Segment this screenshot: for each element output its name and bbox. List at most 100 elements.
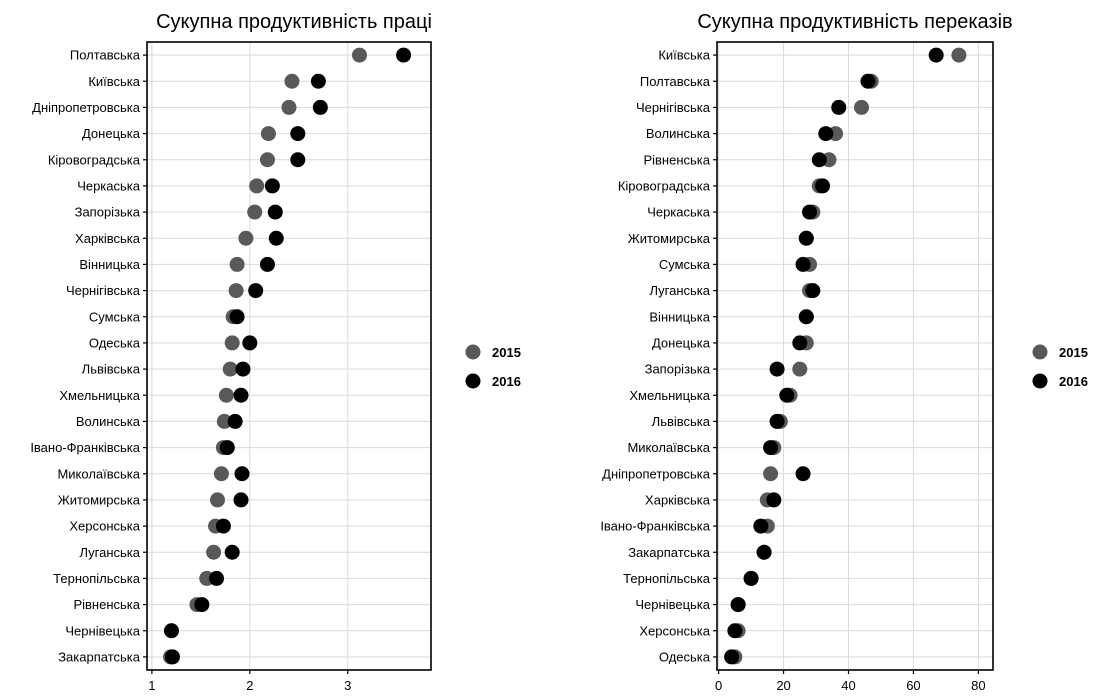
data-point-2015 — [222, 361, 238, 377]
data-point-2016 — [756, 544, 772, 560]
data-point-2015 — [281, 99, 297, 115]
y-tick-label: Хмельницька — [629, 388, 710, 403]
data-point-2015 — [213, 466, 229, 482]
y-tick-label: Луганська — [79, 545, 140, 560]
y-tick-label: Дніпропетровська — [32, 100, 141, 115]
data-point-2016 — [163, 623, 179, 639]
y-tick-label: Херсонська — [69, 519, 140, 534]
data-point-2016 — [805, 283, 821, 299]
data-point-2015 — [951, 47, 967, 63]
panel-border — [716, 41, 994, 671]
y-tick-label: Волинська — [76, 414, 141, 429]
y-tick-label: Вінницька — [79, 257, 140, 272]
legend-label: 2015 — [1059, 345, 1088, 360]
data-point-2015 — [247, 204, 263, 220]
labor-productivity-panel: Сукупна продуктивність праці Полтавська К… — [30, 11, 521, 693]
data-point-2015 — [229, 256, 245, 272]
y-tick-label: Хмельницька — [59, 388, 140, 403]
y-tick-label: Сумська — [659, 257, 711, 272]
y-tick-label: Кіровоградська — [48, 152, 141, 167]
data-point-2015 — [206, 544, 222, 560]
data-point-2016 — [268, 230, 284, 246]
y-tick-label: Сумська — [89, 309, 141, 324]
data-point-2015 — [228, 283, 244, 299]
y-tick-label: Івано-Франківська — [600, 519, 710, 534]
x-tick-label: 3 — [344, 678, 351, 693]
data-point-2015 — [216, 413, 232, 429]
data-point-2016 — [396, 47, 412, 63]
y-tick-label: Одеська — [89, 335, 141, 350]
y-tick-label: Харківська — [75, 231, 141, 246]
y-tick-label: Дніпропетровська — [602, 466, 711, 481]
y-tick-label: Харківська — [645, 492, 711, 507]
y-tick-label: Запорізька — [645, 362, 711, 377]
data-point-2016 — [727, 623, 743, 639]
data-point-2016 — [928, 47, 944, 63]
data-point-2016 — [763, 440, 779, 456]
data-point-2016 — [194, 597, 210, 613]
data-point-2016 — [769, 413, 785, 429]
x-tick-label: 60 — [906, 678, 920, 693]
data-point-2016 — [164, 649, 180, 665]
y-tick-label: Черкаська — [647, 205, 711, 220]
y-tick-label: Рівненська — [643, 152, 710, 167]
x-tick-label: 20 — [776, 678, 790, 693]
y-tick-label: Чернівецька — [65, 623, 140, 638]
data-point-2016 — [798, 230, 814, 246]
data-point-2016 — [215, 518, 231, 534]
data-point-2016 — [831, 99, 847, 115]
y-tick-label: Полтавська — [640, 74, 711, 89]
data-point-2015 — [352, 47, 368, 63]
data-point-2015 — [210, 492, 226, 508]
data-point-2016 — [769, 361, 785, 377]
data-point-2015 — [853, 99, 869, 115]
y-tick-label: Київська — [88, 74, 140, 89]
data-point-2016 — [743, 570, 759, 586]
data-point-2015 — [284, 73, 300, 89]
transfer-productivity-panel: Сукупна продуктивність переказів Київськ… — [600, 11, 1088, 693]
data-point-2016 — [753, 518, 769, 534]
data-point-2016 — [795, 256, 811, 272]
y-tick-label: Херсонська — [639, 623, 710, 638]
x-tick-label: 80 — [971, 678, 985, 693]
y-tick-label: Чернігівська — [66, 283, 141, 298]
data-point-2016 — [227, 413, 243, 429]
y-tick-label: Луганська — [649, 283, 710, 298]
chart-title: Сукупна продуктивність праці — [156, 11, 432, 33]
y-tick-label: Донецька — [652, 335, 711, 350]
y-tick-label: Київська — [658, 48, 710, 63]
y-tick-label: Тернопільська — [53, 571, 141, 586]
data-point-2016 — [264, 178, 280, 194]
y-tick-label: Черкаська — [77, 178, 141, 193]
data-point-2016 — [234, 466, 250, 482]
data-point-2015 — [763, 466, 779, 482]
y-tick-label: Вінницька — [649, 309, 710, 324]
data-point-2016 — [290, 152, 306, 168]
legend-label: 2016 — [492, 374, 521, 389]
y-tick-label: Закарпатська — [58, 649, 141, 664]
data-point-2016 — [235, 361, 251, 377]
data-point-2016 — [248, 283, 264, 299]
y-tick-label: Львівська — [652, 414, 711, 429]
panel-border — [146, 41, 432, 671]
data-point-2016 — [798, 309, 814, 325]
data-point-2016 — [730, 597, 746, 613]
legend-marker — [465, 373, 481, 389]
data-point-2016 — [229, 309, 245, 325]
data-point-2015 — [259, 152, 275, 168]
data-point-2016 — [242, 335, 258, 351]
data-point-2016 — [224, 544, 240, 560]
x-tick-label: 1 — [148, 678, 155, 693]
data-point-2015 — [224, 335, 240, 351]
x-tick-label: 0 — [715, 678, 722, 693]
legend-label: 2015 — [492, 345, 521, 360]
data-point-2015 — [249, 178, 265, 194]
data-point-2016 — [312, 99, 328, 115]
legend-marker — [465, 344, 481, 360]
y-tick-label: Миколаївська — [57, 466, 140, 481]
data-point-2016 — [795, 466, 811, 482]
y-tick-label: Полтавська — [70, 48, 141, 63]
data-point-2016 — [779, 387, 795, 403]
y-tick-label: Кіровоградська — [618, 178, 711, 193]
